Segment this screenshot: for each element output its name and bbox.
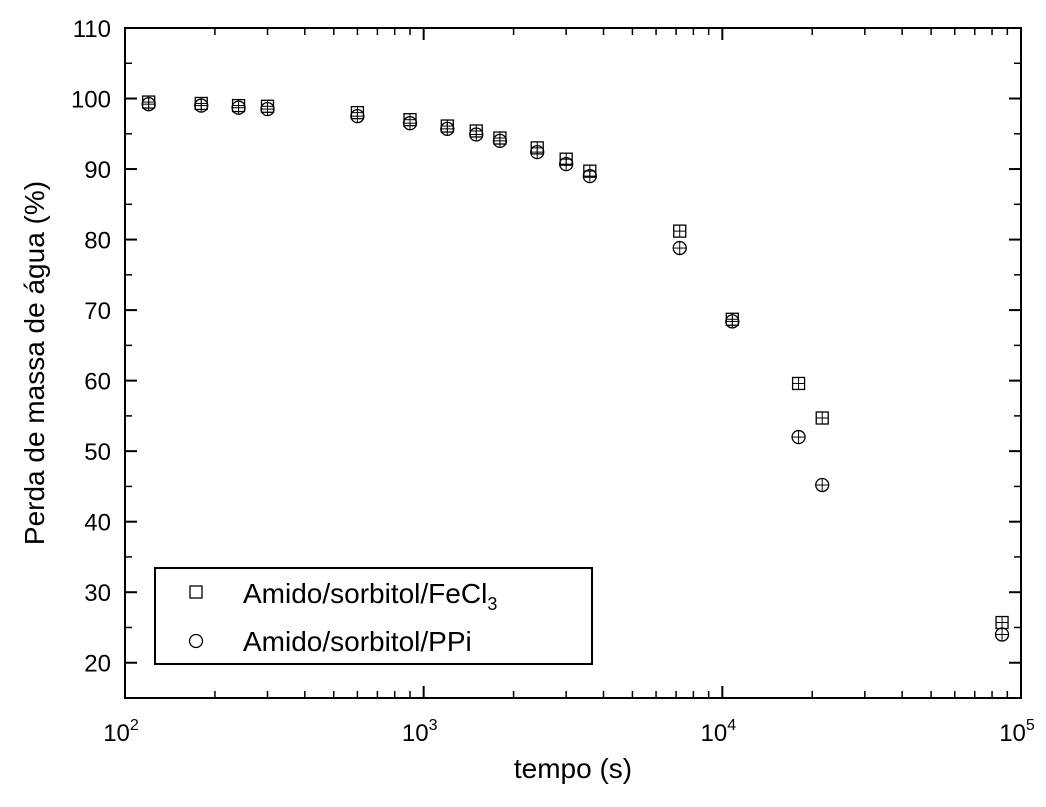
circle-data-point [469, 127, 484, 142]
legend-entry-ppi: Amido/sorbitol/PPi [243, 626, 472, 657]
y-tick-label: 110 [73, 16, 111, 43]
circle-data-point [725, 314, 740, 329]
tick-labels: 102 103 104 105 20 30 40 50 60 70 80 90 100 110 [71, 16, 1035, 747]
y-tick-label: 30 [84, 580, 111, 607]
x-tick-label: 103 [402, 717, 438, 747]
circle-data-point [350, 109, 365, 124]
data-points [141, 95, 1010, 642]
y-tick-label: 40 [84, 510, 111, 537]
square-data-point [673, 224, 687, 238]
circle-data-point [231, 100, 246, 115]
y-tick-label: 70 [84, 298, 111, 325]
circle-data-point [402, 116, 418, 131]
square-data-point [995, 615, 1009, 630]
x-tick-label: 104 [701, 717, 737, 747]
y-tick-label: 90 [84, 157, 111, 184]
circle-data-point [194, 98, 209, 113]
y-tick-label: 60 [84, 369, 111, 396]
circle-data-point [440, 121, 455, 137]
x-axis-title: tempo (s) [514, 753, 632, 784]
x-tick-label: 102 [103, 717, 139, 747]
legend-box [154, 567, 593, 665]
circle-data-point [791, 429, 806, 445]
circle-data-point [994, 627, 1010, 642]
circle-data-point [260, 101, 275, 117]
plot-frame [124, 27, 1022, 699]
square-data-point [815, 411, 829, 425]
circle-data-point [141, 97, 156, 112]
circle-data-point [530, 144, 545, 160]
circle-data-point [559, 156, 574, 172]
circle-data-point [492, 133, 508, 148]
x-tick-label: 105 [999, 717, 1035, 747]
circle-data-point [815, 477, 830, 493]
square-data-point [791, 376, 806, 391]
legend-entry-fecl3: Amido/sorbitol/FeCl3 [243, 578, 497, 614]
axis-ticks [124, 27, 1022, 698]
circle-data-point [672, 240, 687, 256]
y-tick-label: 50 [84, 439, 111, 466]
y-tick-label: 100 [71, 87, 111, 114]
y-axis-title: Perda de massa de água (%) [19, 181, 50, 545]
legend-square-marker [189, 585, 203, 599]
legend: Amido/sorbitol/FeCl3 Amido/sorbitol/PPi [154, 567, 593, 665]
y-tick-label: 20 [84, 651, 111, 678]
legend-circle-marker [188, 633, 204, 649]
circle-data-point [582, 168, 597, 184]
y-tick-label: 80 [84, 228, 111, 255]
